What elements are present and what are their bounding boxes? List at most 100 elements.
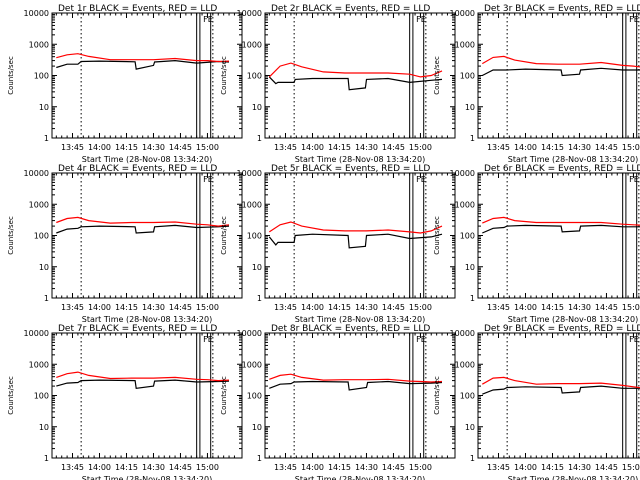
series-events-line xyxy=(482,67,640,77)
y-tick-label: 1 xyxy=(470,134,475,143)
x-tick-label: 15:00 xyxy=(409,303,432,312)
y-tick-label: 1000 xyxy=(29,40,49,49)
panel-title: Det 7r BLACK = Events, RED = LLD xyxy=(58,324,217,334)
plot-frame xyxy=(264,12,456,139)
x-tick-label: 14:30 xyxy=(355,303,378,312)
x-tick-label: 14:15 xyxy=(115,463,138,472)
y-tick-label: 1000 xyxy=(242,360,262,369)
detector-panel-6: Det 6r BLACK = Events, RED = LLD Counts/s… xyxy=(433,164,640,324)
x-tick-label: 14:45 xyxy=(382,463,405,472)
series-lld-line xyxy=(56,216,230,227)
x-tick-label: 14:30 xyxy=(355,463,378,472)
x-tick-label: 14:00 xyxy=(514,143,537,152)
x-tick-label: 14:00 xyxy=(88,303,111,312)
plot-frame xyxy=(477,172,640,299)
x-tick-label: 13:45 xyxy=(487,463,510,472)
y-tick-label: 10 xyxy=(465,423,475,432)
detector-panel-4: Det 4r BLACK = Events, RED = LLD Counts/s… xyxy=(7,164,243,324)
x-axis-label: Start Time (28-Nov-08 13:34:20) xyxy=(82,475,212,480)
x-tick-label: 14:30 xyxy=(142,143,165,152)
x-tick-label: 13:45 xyxy=(274,143,297,152)
series-lld-line xyxy=(482,55,640,68)
panel-title: Det 4r BLACK = Events, RED = LLD xyxy=(58,164,217,174)
plot-frame xyxy=(264,332,456,459)
y-tick-label: 10 xyxy=(252,103,262,112)
x-tick-label: 13:45 xyxy=(61,143,84,152)
y-tick-label: 10000 xyxy=(450,329,475,338)
series-lld-line xyxy=(269,373,443,383)
panel-title: Det 9r BLACK = Events, RED = LLD xyxy=(484,324,640,334)
y-axis-label: Counts/sec xyxy=(220,376,228,415)
x-tick-label: 14:15 xyxy=(541,463,564,472)
x-tick-label: 14:00 xyxy=(88,143,111,152)
x-tick-label: 14:45 xyxy=(169,143,192,152)
x-tick-label: 13:45 xyxy=(487,303,510,312)
y-tick-label: 100 xyxy=(34,392,49,401)
fe-annotation: FE xyxy=(416,335,426,344)
x-tick-label: 14:15 xyxy=(115,303,138,312)
y-tick-label: 100 xyxy=(247,232,262,241)
x-tick-label: 13:45 xyxy=(61,463,84,472)
x-tick-label: 15:00 xyxy=(622,303,640,312)
y-tick-label: 1000 xyxy=(455,200,475,209)
x-tick-label: 15:00 xyxy=(409,143,432,152)
x-tick-label: 14:00 xyxy=(514,463,537,472)
y-tick-label: 10 xyxy=(465,103,475,112)
panel-title: Det 5r BLACK = Events, RED = LLD xyxy=(271,164,430,174)
y-tick-label: 10 xyxy=(252,263,262,272)
x-axis-label: Start Time (28-Nov-08 13:34:20) xyxy=(82,315,212,324)
y-tick-label: 1 xyxy=(44,134,49,143)
x-tick-label: 15:00 xyxy=(622,463,640,472)
x-tick-label: 14:00 xyxy=(301,463,324,472)
y-tick-label: 100 xyxy=(247,72,262,81)
y-tick-label: 10000 xyxy=(24,9,49,18)
y-tick-label: 1 xyxy=(257,134,262,143)
fe-annotation: FE xyxy=(203,15,213,24)
x-tick-label: 14:15 xyxy=(328,463,351,472)
x-tick-label: 14:00 xyxy=(301,143,324,152)
y-tick-label: 10 xyxy=(39,263,49,272)
fe-annotation: FE xyxy=(629,335,639,344)
y-tick-label: 10000 xyxy=(237,169,262,178)
series-lld-line xyxy=(56,53,230,63)
plot-frame xyxy=(477,332,640,459)
y-axis-label: Counts/sec xyxy=(433,216,441,255)
series-events-line xyxy=(56,59,230,70)
y-tick-label: 1 xyxy=(44,294,49,303)
series-lld-line xyxy=(268,221,443,234)
y-tick-label: 100 xyxy=(34,232,49,241)
x-tick-label: 14:30 xyxy=(355,143,378,152)
y-axis-label: Counts/sec xyxy=(7,56,15,95)
x-tick-label: 14:15 xyxy=(541,143,564,152)
fe-annotation: FE xyxy=(629,15,639,24)
x-tick-label: 14:30 xyxy=(142,463,165,472)
x-tick-label: 15:00 xyxy=(409,463,432,472)
fe-annotation: FE xyxy=(416,175,426,184)
detector-panel-2: Det 2r BLACK = Events, RED = LLD Counts/s… xyxy=(220,4,456,164)
y-tick-label: 1000 xyxy=(455,40,475,49)
y-tick-label: 100 xyxy=(460,232,475,241)
y-axis-label: Counts/sec xyxy=(220,56,228,95)
y-tick-label: 1000 xyxy=(242,40,262,49)
series-events-line xyxy=(482,224,640,234)
series-events-line xyxy=(56,224,230,234)
y-tick-label: 100 xyxy=(460,72,475,81)
detector-panel-7: Det 7r BLACK = Events, RED = LLD Counts/s… xyxy=(7,324,243,480)
x-tick-label: 14:45 xyxy=(595,303,618,312)
y-tick-label: 1000 xyxy=(29,200,49,209)
fe-annotation: FE xyxy=(416,15,426,24)
plot-frame xyxy=(51,172,243,299)
x-tick-label: 14:00 xyxy=(301,303,324,312)
y-tick-label: 10 xyxy=(465,263,475,272)
panel-title: Det 2r BLACK = Events, RED = LLD xyxy=(271,4,430,14)
x-tick-label: 14:45 xyxy=(595,463,618,472)
y-tick-label: 10000 xyxy=(450,9,475,18)
y-axis-label: Counts/sec xyxy=(433,56,441,95)
x-axis-label: Start Time (28-Nov-08 13:34:20) xyxy=(508,475,638,480)
series-lld-line xyxy=(482,216,640,226)
series-events-line xyxy=(268,233,443,249)
y-tick-label: 10 xyxy=(39,103,49,112)
y-tick-label: 10000 xyxy=(237,329,262,338)
y-axis-label: Counts/sec xyxy=(7,376,15,415)
panel-title: Det 1r BLACK = Events, RED = LLD xyxy=(58,4,217,14)
